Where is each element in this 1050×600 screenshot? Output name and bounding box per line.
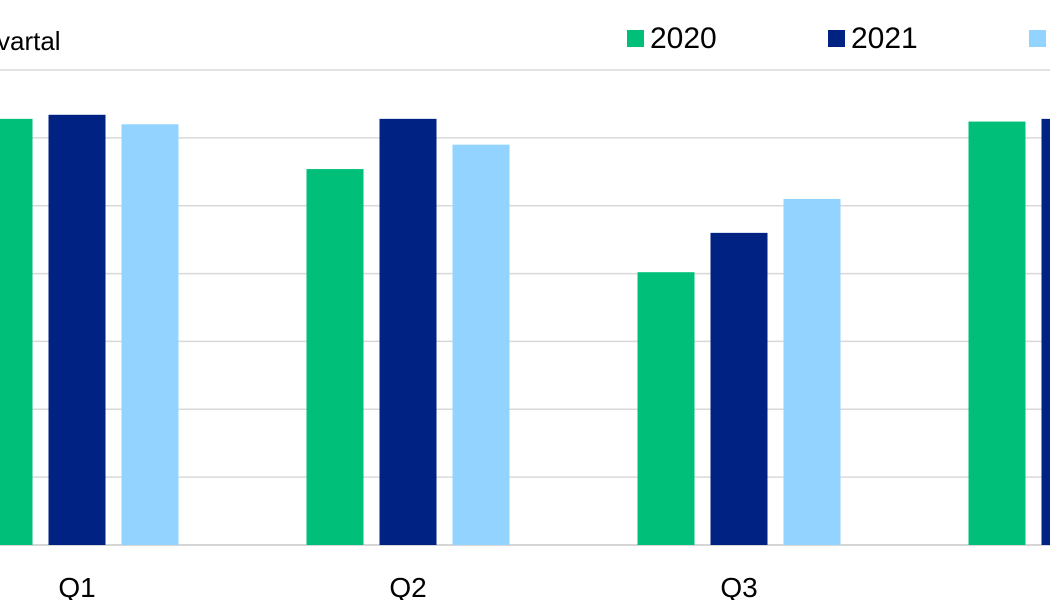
x-tick-label: Q1 (58, 572, 95, 600)
bar-q3-2021 (710, 232, 768, 545)
bar-q1-2021 (48, 114, 106, 546)
bar-q4-2020 (968, 121, 1026, 546)
bar-q2-2020 (306, 169, 364, 546)
bar-q4-2021 (1041, 118, 1050, 545)
bar-q3-2020 (637, 272, 695, 545)
x-tick-label: Q2 (389, 572, 426, 600)
bar-q3-2022 (783, 198, 841, 545)
bar-q2-2021 (379, 118, 437, 545)
legend: 202020212022 (627, 22, 1046, 55)
legend-swatch-2022 (1029, 30, 1046, 47)
legend-label-2021: 2021 (851, 22, 918, 55)
legend-swatch-2021 (828, 30, 845, 47)
legend-label-2020: 2020 (650, 22, 717, 55)
bar-q2-2022 (452, 144, 510, 545)
x-tick-label: Q3 (720, 572, 757, 600)
bar-q1-2020 (0, 118, 33, 545)
bar-q1-2022 (121, 124, 179, 546)
x-axis-ticks: Q1Q2Q3Q4 (58, 572, 757, 600)
chart-title: vartal (0, 26, 61, 56)
bars (0, 114, 1050, 546)
legend-swatch-2020 (627, 30, 644, 47)
